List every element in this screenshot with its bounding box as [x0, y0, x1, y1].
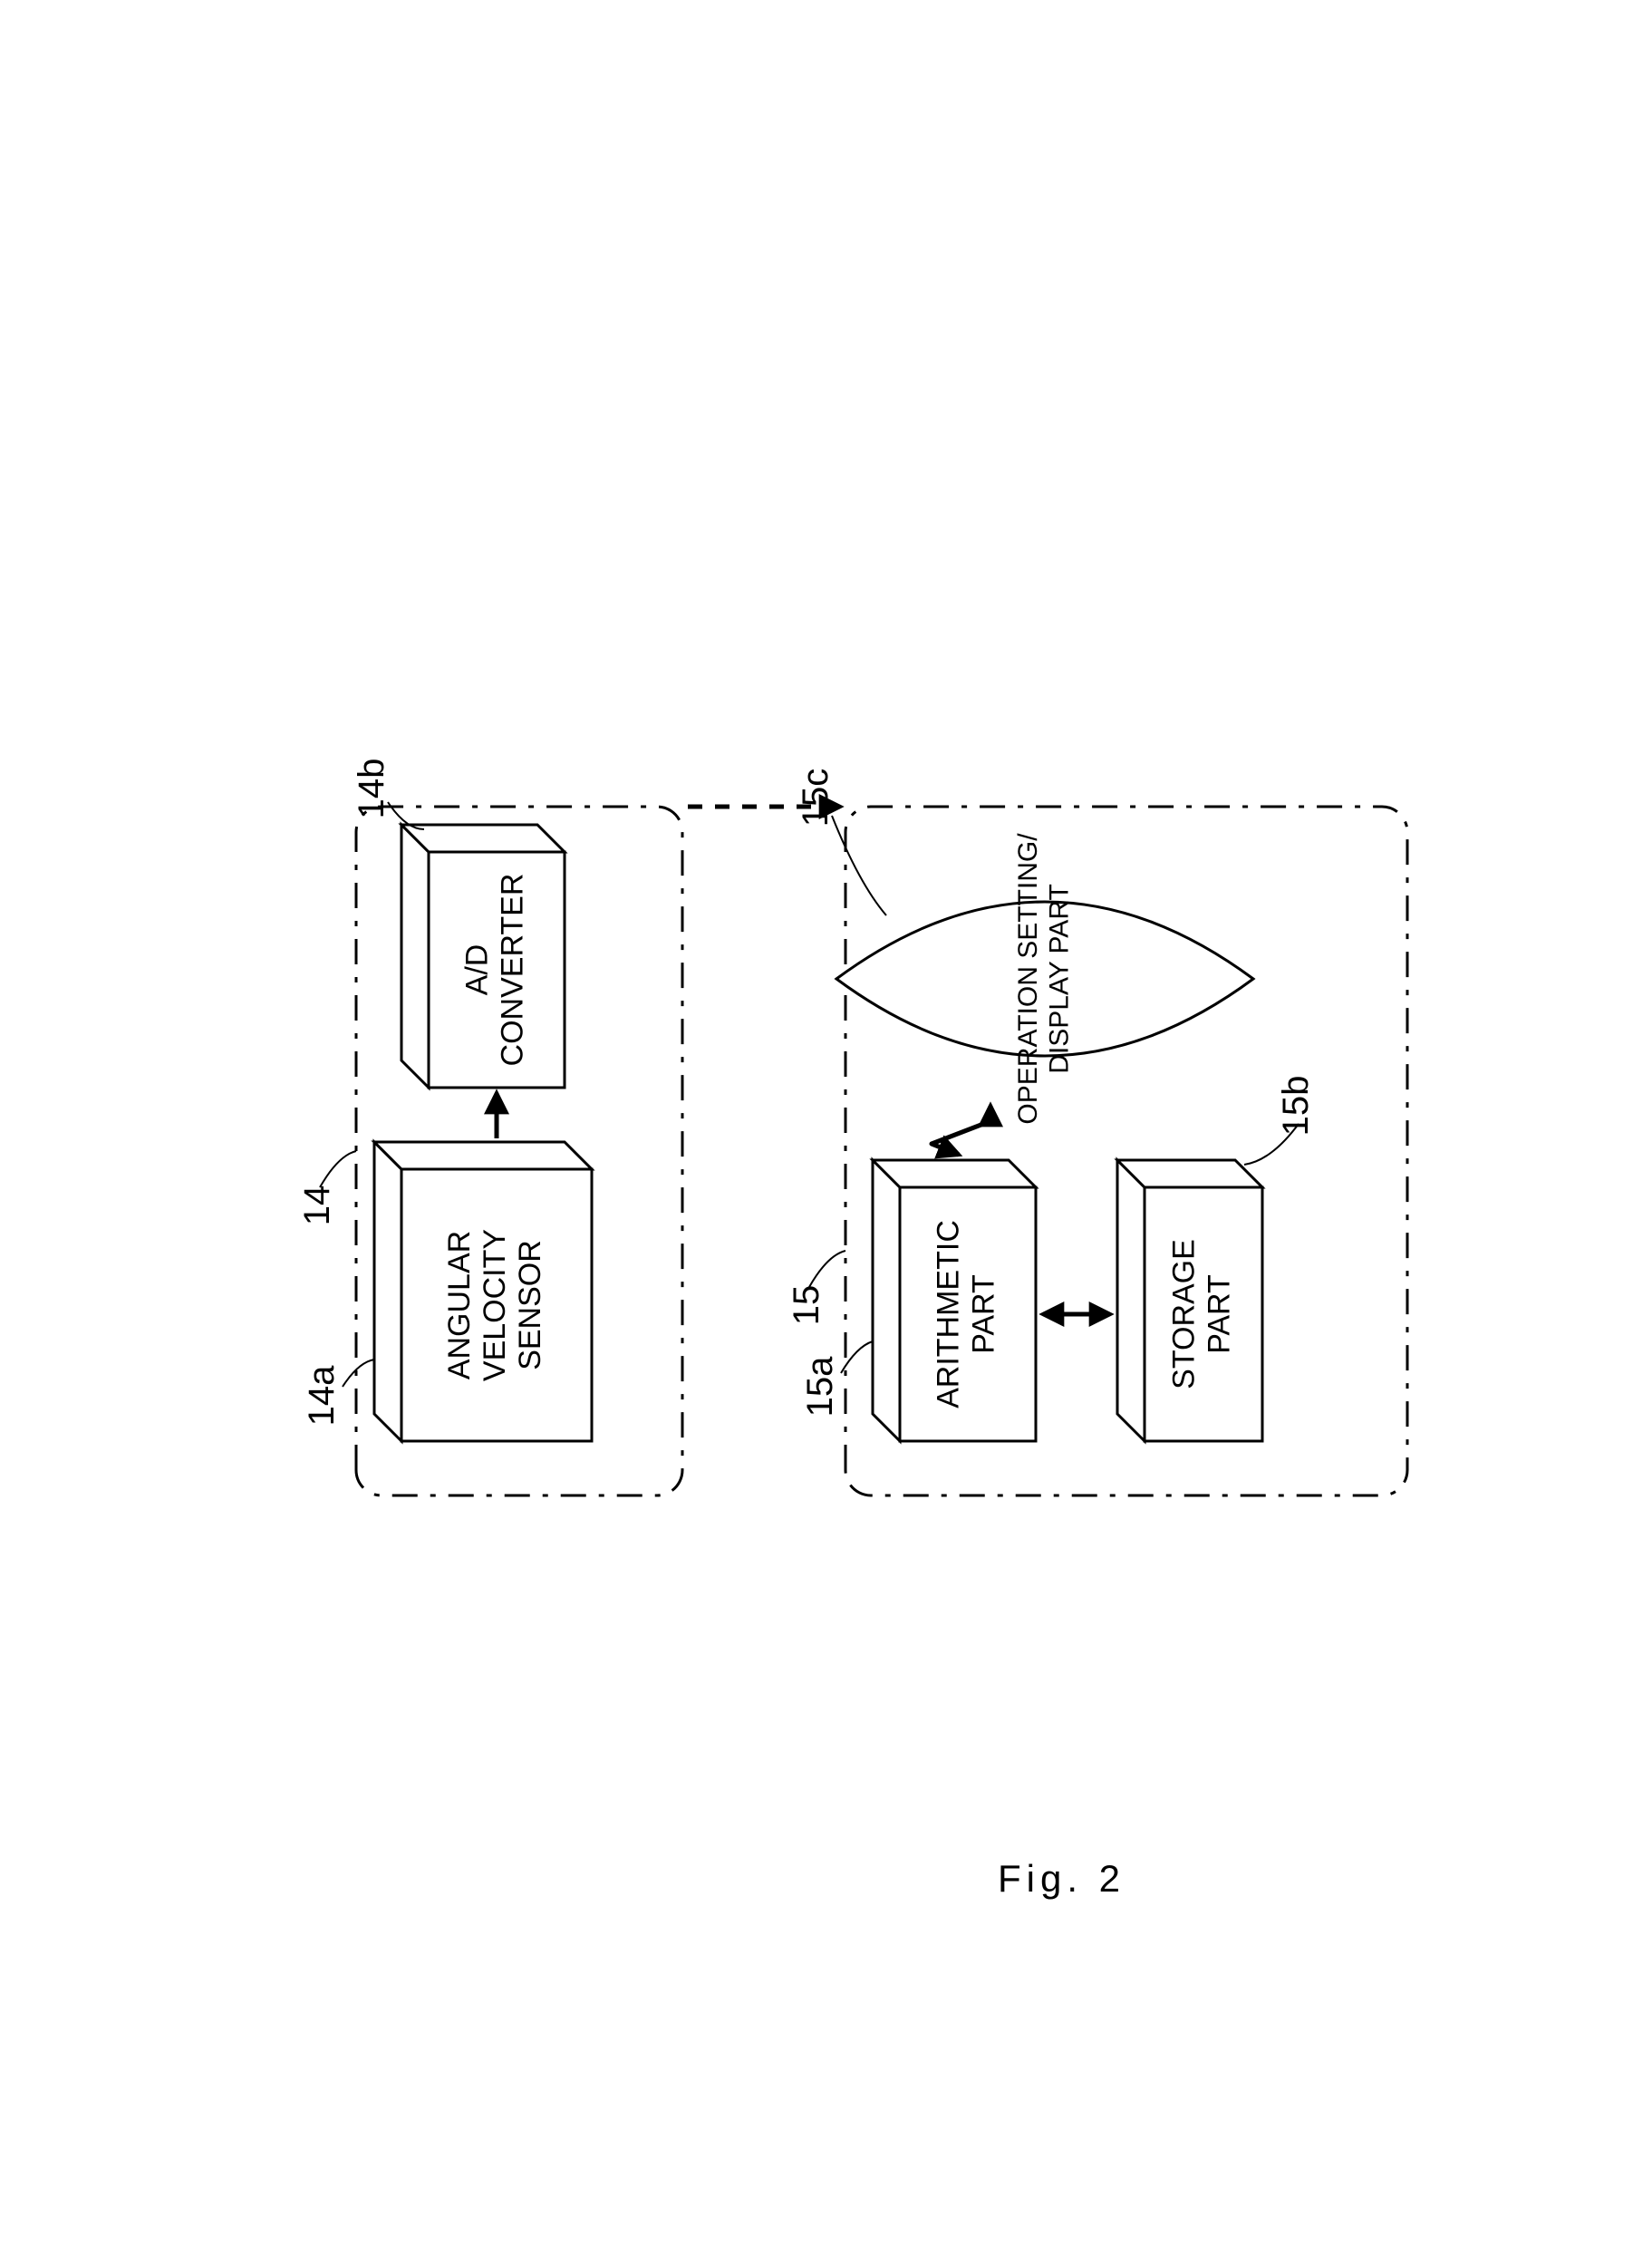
leader	[809, 1251, 845, 1287]
leader	[832, 816, 886, 915]
storage-part-top	[1117, 1160, 1145, 1441]
ref-14b: 14b	[352, 759, 391, 819]
ref-15: 15	[787, 1285, 826, 1326]
figure-caption: Fig. 2	[998, 1857, 1125, 1900]
leader	[343, 1360, 374, 1387]
leader	[320, 1151, 356, 1187]
ad-converter-top	[401, 825, 429, 1088]
ad-converter-side	[401, 825, 565, 852]
ref-15a: 15a	[800, 1356, 840, 1417]
arithmetic-part-top	[873, 1160, 900, 1441]
angular-velocity-sensor-label: ANGULARVELOCITYSENSOR	[442, 1229, 547, 1381]
angular-velocity-sensor-side	[374, 1142, 592, 1169]
arrow-arith-display	[932, 1106, 990, 1155]
arithmetic-part-side	[873, 1160, 1036, 1187]
ref-15c: 15c	[796, 769, 836, 827]
ref-14: 14	[297, 1185, 337, 1226]
operation-display-part-label: OPERATION SETTING/DISPLAY PART	[1013, 833, 1075, 1125]
storage-part-side	[1117, 1160, 1262, 1187]
ref-14a: 14a	[302, 1365, 342, 1426]
angular-velocity-sensor-top	[374, 1142, 401, 1441]
